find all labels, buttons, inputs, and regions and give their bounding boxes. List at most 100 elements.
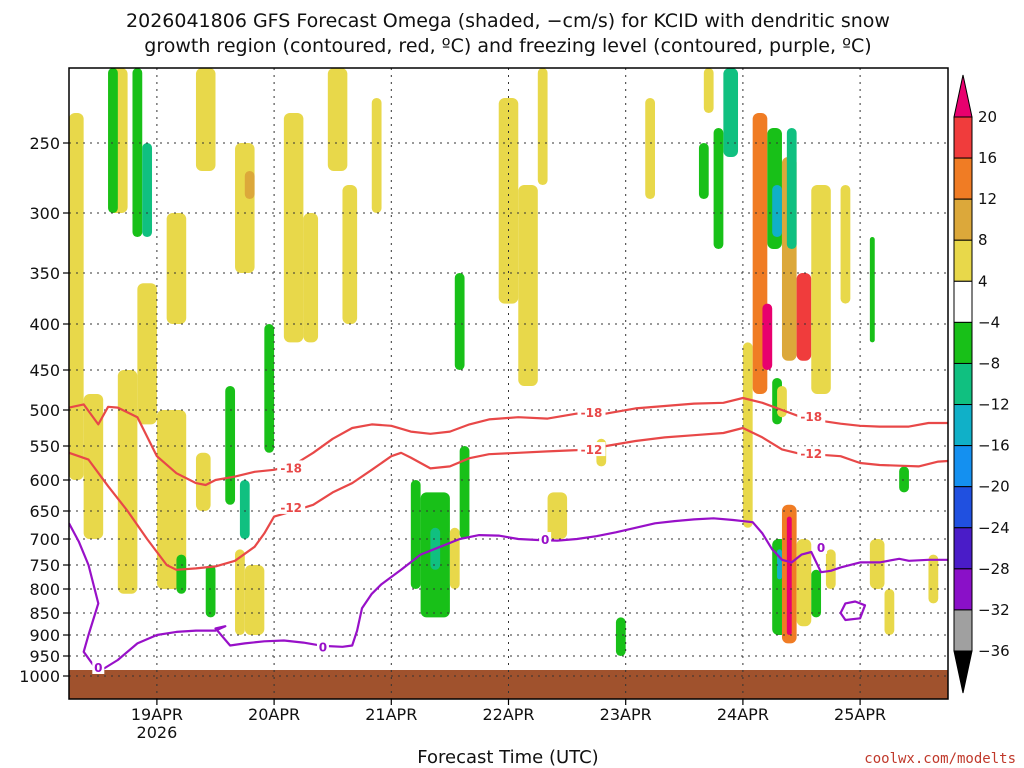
- colorbar-label: −4: [978, 313, 1000, 331]
- y-tick-label: 250: [29, 134, 60, 153]
- omega-cell-0: [69, 113, 84, 480]
- colorbar-swatch: [953, 568, 973, 611]
- omega-cell-29: [449, 527, 460, 589]
- colorbar-swatch: [953, 486, 973, 529]
- colorbar-swatch: [953, 198, 973, 241]
- omega-cell-50: [786, 128, 797, 249]
- omega-cell-51: [811, 185, 831, 394]
- chart-title-line1: 2026041806 GFS Forecast Omega (shaded, −…: [126, 10, 890, 32]
- y-tick-label: 650: [29, 502, 60, 521]
- omega-cell-30: [459, 446, 470, 539]
- colorbar-label: −8: [978, 354, 1000, 372]
- omega-cell-14: [225, 386, 236, 505]
- omega-cell-7: [137, 283, 157, 425]
- contour-label-bg: [577, 442, 606, 457]
- omega-cell-34: [537, 68, 548, 185]
- omega-cell-16: [244, 171, 255, 199]
- contour-lines: -18 -18 -18 -12 -12 -12 0 0 0 0: [69, 396, 948, 675]
- omega-cell-41: [723, 68, 739, 157]
- contour-label-bg: [316, 639, 329, 654]
- omega-cell-65: [928, 554, 939, 604]
- omega-cell-58: [786, 516, 792, 635]
- omega-cell-31: [454, 273, 465, 370]
- omega-cell-18: [235, 549, 245, 635]
- omega-cell-8: [156, 410, 187, 589]
- omega-cell-4: [117, 370, 138, 594]
- colorbar-label: −12: [978, 396, 1010, 414]
- omega-cell-11: [195, 68, 216, 171]
- omega-cell-5: [132, 68, 143, 237]
- y-tick-label: 600: [29, 471, 60, 490]
- colorbar-label: 4: [978, 272, 988, 290]
- colorbar-swatch: [953, 239, 973, 282]
- colorbar-label: 20: [978, 108, 997, 126]
- omega-cell-24: [342, 185, 358, 324]
- colorbar-swatch: [953, 362, 973, 406]
- omega-cell-66: [869, 237, 875, 343]
- contour-freezing_level_0: [69, 517, 948, 674]
- contour-label: -18: [581, 406, 603, 420]
- colorbar-label: −32: [978, 601, 1010, 619]
- contour-label: -12: [800, 447, 822, 461]
- colorbar-label: 8: [978, 231, 988, 249]
- omega-cell-60: [811, 569, 822, 618]
- y-tick-label: 1000: [19, 667, 60, 686]
- contour-label-bg: [797, 446, 826, 461]
- y-tick-label: 400: [29, 315, 60, 334]
- omega-cell-21: [283, 113, 304, 343]
- x-tick-label: 24APR: [717, 705, 769, 724]
- contour-label-bg: [92, 660, 105, 674]
- omega-cell-9: [176, 554, 187, 594]
- omega-cell-49: [796, 273, 812, 361]
- colorbar-swatch: [953, 527, 973, 570]
- contour-label-bg: [277, 499, 306, 514]
- omega-cell-63: [884, 589, 895, 635]
- omega-cell-3: [108, 68, 118, 213]
- colorbar-swatch: [953, 445, 973, 488]
- colorbar-label: 16: [978, 149, 997, 167]
- contour-label: -18: [800, 410, 822, 424]
- omega-cell-13: [205, 565, 216, 618]
- y-tick-label: 750: [29, 556, 60, 575]
- contour-label-bg: [539, 532, 552, 547]
- colorbar-label: 12: [978, 190, 997, 208]
- omega-cell-19: [244, 565, 265, 635]
- contour-label: 0: [817, 541, 825, 555]
- x-tick-label: 25APR: [834, 705, 886, 724]
- y-axis: 250 300 350 400 450 500 550 600 650 700 750 800 850 9…: [19, 134, 69, 686]
- y-tick-label: 850: [29, 604, 60, 623]
- omega-cell-42: [713, 128, 724, 249]
- y-tick-label: 450: [29, 361, 60, 380]
- contour-label-bg: [577, 404, 606, 419]
- x-tick-label: 20APR: [248, 705, 300, 724]
- omega-cell-6: [142, 143, 153, 237]
- y-tick-label: 300: [29, 204, 60, 223]
- credit-text: coolwx.com/modelts: [864, 751, 1016, 767]
- colorbar-swatch: [953, 280, 973, 323]
- omega-cell-23: [327, 68, 348, 171]
- y-tick-label: 950: [29, 647, 60, 666]
- colorbar-swatch: [953, 609, 973, 652]
- omega-cell-33: [518, 185, 538, 386]
- x-tick-label: 22APR: [482, 705, 534, 724]
- omega-cell-15: [235, 143, 255, 273]
- colorbar-bottom-arrow: [953, 650, 973, 694]
- y-tick-label: 550: [29, 437, 60, 456]
- omega-cell-59: [796, 539, 812, 627]
- omega-cell-64: [899, 466, 909, 493]
- omega-cell-52: [840, 185, 851, 304]
- contour-label-bg: [797, 409, 826, 424]
- omega-cell-39: [703, 68, 714, 113]
- x-tick-label: 21APR: [365, 705, 417, 724]
- omega-cell-37: [615, 617, 626, 656]
- contour-label-bg: [815, 539, 828, 554]
- colorbar-top-arrow: [953, 74, 973, 118]
- colorbar-label: −24: [978, 519, 1010, 537]
- x-axis-label: Forecast Time (UTC): [417, 747, 598, 768]
- omega-cell-10: [166, 213, 187, 324]
- contour-label: 0: [319, 641, 327, 655]
- colorbar-swatch: [953, 157, 973, 200]
- x-tick-label: 23APR: [600, 705, 652, 724]
